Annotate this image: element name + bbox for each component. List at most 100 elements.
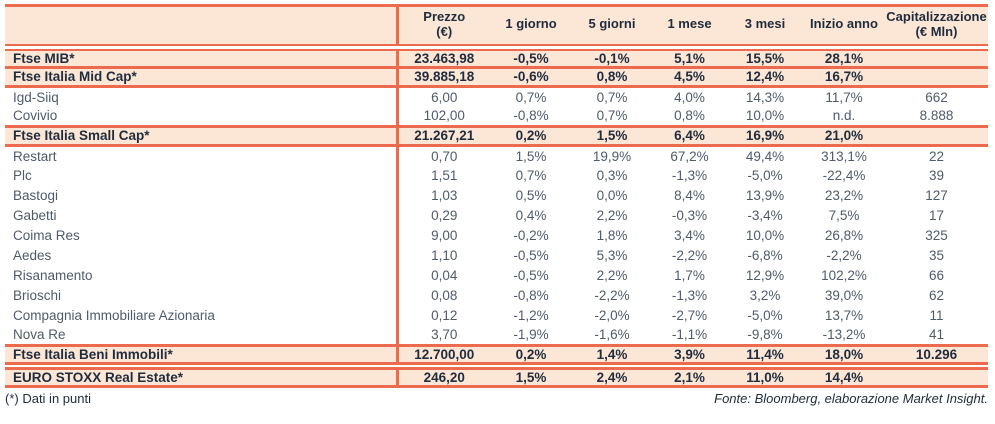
cell-5-giorni: 0,8% bbox=[572, 67, 652, 88]
cell-capitalizzazione: 66 bbox=[928, 267, 945, 283]
cell-3-mesi: 12,9% bbox=[745, 267, 785, 283]
cell-1-giorno: -0,8% bbox=[490, 106, 572, 128]
market-insight-table-page: Prezzo (€) 1 giorno 5 giorni 1 mese 3 mesi Ini… bbox=[5, 4, 988, 406]
cell-prezzo: 0,08 bbox=[431, 287, 458, 303]
cell-3-mesi: 11,4% bbox=[727, 345, 803, 370]
cell-1-giorno: 0,2% bbox=[490, 345, 572, 370]
cell-inizio-anno: 7,5% bbox=[828, 207, 860, 223]
column-header-inizio-anno: Inizio anno bbox=[803, 5, 885, 51]
cell-5-giorni: -2,2% bbox=[594, 287, 630, 303]
cell-1-giorno: -1,2% bbox=[513, 307, 549, 323]
row-label: Igd-Siiq bbox=[5, 86, 399, 107]
cell-1-giorno: -0,5% bbox=[513, 247, 549, 263]
row-label: Bastogi bbox=[5, 185, 399, 206]
row-label: Ftse Italia Mid Cap* bbox=[5, 67, 399, 88]
row-label: Coima Res bbox=[5, 225, 399, 246]
cell-3-mesi: -9,8% bbox=[727, 325, 803, 347]
cell-3-mesi: 3,2% bbox=[749, 287, 781, 303]
cell-1-mese: 6,4% bbox=[652, 126, 727, 147]
cell-1-mese: 3,4% bbox=[674, 227, 705, 243]
cell-5-giorni: 1,5% bbox=[572, 126, 652, 147]
cell-1-giorno: -0,5% bbox=[513, 267, 549, 283]
row-label: Aedes bbox=[5, 245, 399, 266]
cell-capitalizzazione bbox=[885, 126, 988, 147]
cell-inizio-anno: 23,2% bbox=[824, 187, 864, 203]
stock-row: Risanamento 0,04 -0,5% 2,2% 1,7% 12,9% 102,2% 6… bbox=[5, 265, 988, 286]
cell-3-mesi: -3,4% bbox=[747, 207, 783, 223]
footnote-dati-in-punti: (*) Dati in punti bbox=[5, 390, 91, 406]
index-row: Ftse Italia Mid Cap* 39.885,18 -0,6% 0,8% 4,… bbox=[5, 67, 988, 88]
cell-capitalizzazione: 662 bbox=[925, 89, 948, 105]
cell-prezzo: 23.463,98 bbox=[397, 47, 490, 69]
row-label: EURO STOXX Real Estate* bbox=[5, 365, 399, 388]
cell-3-mesi: 12,4% bbox=[727, 67, 803, 88]
cell-5-giorni: 5,3% bbox=[596, 247, 628, 263]
cell-1-giorno: 1,5% bbox=[490, 365, 572, 388]
cell-capitalizzazione bbox=[885, 365, 988, 388]
index-row: Ftse Italia Beni Immobili* 12.700,00 0,2% 1… bbox=[5, 345, 988, 370]
column-header-5-giorni: 5 giorni bbox=[572, 5, 652, 51]
cell-1-giorno: 1,5% bbox=[515, 148, 547, 164]
cell-inizio-anno: -2,2% bbox=[826, 247, 862, 263]
cell-1-mese: 1,7% bbox=[674, 267, 705, 283]
cell-inizio-anno: 21,0% bbox=[803, 126, 885, 147]
cell-capitalizzazione: 41 bbox=[885, 325, 988, 347]
cell-1-giorno: 0,5% bbox=[515, 187, 547, 203]
cell-1-mese: 3,9% bbox=[652, 345, 727, 370]
cell-1-giorno: 0,2% bbox=[490, 126, 572, 147]
real-estate-performance-table: Prezzo (€) 1 giorno 5 giorni 1 mese 3 mesi Ini… bbox=[5, 4, 988, 388]
cell-inizio-anno: 28,1% bbox=[803, 47, 885, 69]
cell-capitalizzazione: 325 bbox=[925, 227, 948, 243]
column-header-3-mesi: 3 mesi bbox=[727, 5, 803, 51]
cell-1-giorno: -1,9% bbox=[490, 325, 572, 347]
cell-prezzo: 9,00 bbox=[431, 227, 458, 243]
cell-prezzo: 12.700,00 bbox=[397, 345, 490, 370]
cell-1-mese: -1,3% bbox=[671, 167, 708, 183]
cell-prezzo: 0,12 bbox=[431, 307, 458, 323]
cell-prezzo: 102,00 bbox=[397, 106, 490, 128]
cell-prezzo: 246,20 bbox=[397, 365, 490, 388]
row-label: Nova Re bbox=[5, 325, 399, 347]
cell-5-giorni: 0,7% bbox=[572, 106, 652, 128]
row-label: Compagnia Immobiliare Azionaria bbox=[5, 305, 399, 326]
stock-row: Bastogi 1,03 0,5% 0,0% 8,4% 13,9% 23,2% 127 bbox=[5, 185, 988, 206]
cell-inizio-anno: 102,2% bbox=[821, 267, 867, 283]
cell-3-mesi: -5,0% bbox=[747, 307, 783, 323]
table-body: Ftse MIB* 23.463,98 -0,5% -0,1% 5,1% 15,5% 28,… bbox=[5, 47, 988, 388]
cell-5-giorni: 2,4% bbox=[572, 365, 652, 388]
row-label: Ftse Italia Beni Immobili* bbox=[5, 345, 399, 370]
index-row: Ftse Italia Small Cap* 21.267,21 0,2% 1,5% 6… bbox=[5, 126, 988, 147]
cell-1-giorno: -0,5% bbox=[490, 47, 572, 69]
stock-row: Coima Res 9,00 -0,2% 1,8% 3,4% 10,0% 26,8% 325 bbox=[5, 225, 988, 246]
stock-row: Igd-Siiq 6,00 0,7% 0,7% 4,0% 14,3% 11,7% 662 bbox=[5, 86, 988, 107]
cell-inizio-anno: 39,0% bbox=[824, 287, 864, 303]
cell-3-mesi: 10,0% bbox=[745, 227, 785, 243]
cell-5-giorni: 2,2% bbox=[596, 207, 628, 223]
cell-capitalizzazione: 11 bbox=[929, 307, 944, 323]
cell-capitalizzazione: 35 bbox=[928, 247, 945, 263]
cell-3-mesi: 15,5% bbox=[727, 47, 803, 69]
cell-capitalizzazione: 39 bbox=[928, 167, 945, 183]
cell-inizio-anno: 18,0% bbox=[803, 345, 885, 370]
stock-row: Restart 0,70 1,5% 19,9% 67,2% 49,4% 313,1% 22 bbox=[5, 145, 988, 166]
cell-5-giorni: 0,7% bbox=[596, 89, 628, 105]
cell-inizio-anno: 13,7% bbox=[824, 307, 864, 323]
cell-1-mese: -0,3% bbox=[671, 207, 708, 223]
cell-1-mese: 4,5% bbox=[652, 67, 727, 88]
index-row: Ftse MIB* 23.463,98 -0,5% -0,1% 5,1% 15,5% 28,… bbox=[5, 47, 988, 69]
cell-5-giorni: 19,9% bbox=[592, 148, 632, 164]
cell-5-giorni: 2,2% bbox=[596, 267, 628, 283]
cell-prezzo: 39.885,18 bbox=[397, 67, 490, 88]
stock-row: Compagnia Immobiliare Azionaria 0,12 -1,2%… bbox=[5, 305, 988, 326]
stock-row: Aedes 1,10 -0,5% 5,3% -2,2% -6,8% -2,2% 35 bbox=[5, 245, 988, 266]
cell-3-mesi: 16,9% bbox=[727, 126, 803, 147]
cell-1-mese: -1,3% bbox=[671, 287, 708, 303]
cell-1-mese: -2,2% bbox=[671, 247, 708, 263]
stock-row: Brioschi 0,08 -0,8% -2,2% -1,3% 3,2% 39,0% 62 bbox=[5, 285, 988, 306]
cell-capitalizzazione bbox=[885, 67, 988, 88]
cell-1-giorno: -0,2% bbox=[513, 227, 549, 243]
cell-1-giorno: -0,6% bbox=[490, 67, 572, 88]
cell-prezzo: 0,29 bbox=[431, 207, 458, 223]
cell-prezzo: 0,04 bbox=[431, 267, 458, 283]
cell-inizio-anno: n.d. bbox=[803, 106, 885, 128]
